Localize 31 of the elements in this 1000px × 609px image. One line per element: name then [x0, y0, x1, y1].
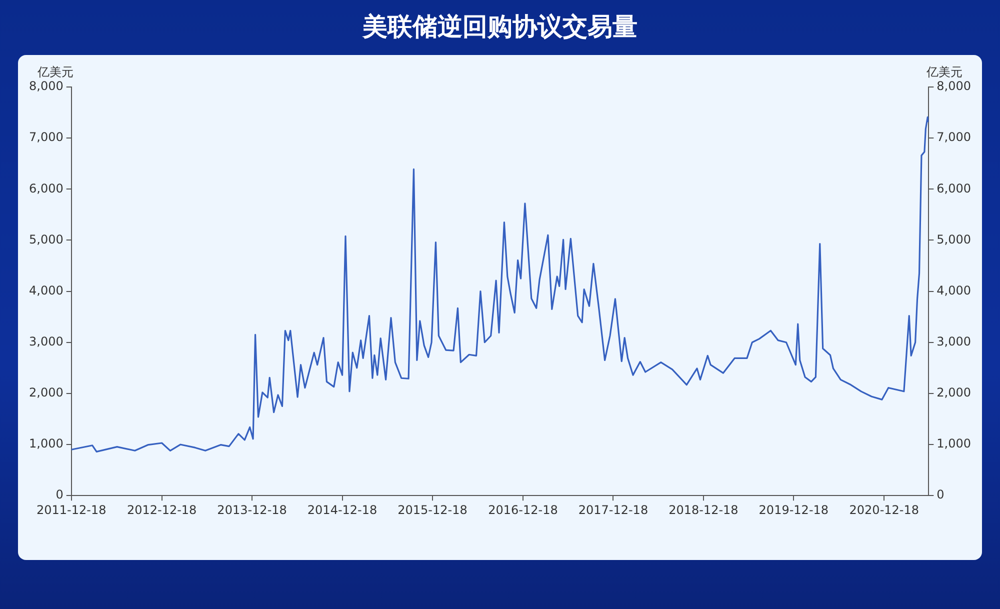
x-tick-label: 2017-12-18 [578, 502, 648, 517]
y2-axis-title: 亿美元 [926, 65, 963, 80]
x-tick-label: 2014-12-18 [307, 502, 378, 517]
y-tick-label: 5,000 [28, 232, 64, 246]
y2-tick-label: 1,000 [936, 436, 972, 451]
x-tick-label: 2015-12-18 [398, 502, 468, 517]
x-tick-label: 2019-12-18 [758, 502, 829, 517]
x-tick-label: 2020-12-18 [849, 502, 920, 517]
y2-tick-label: 7,000 [936, 130, 972, 144]
y2-tick-label: 4,000 [936, 283, 972, 298]
x-tick-label: 2016-12-18 [488, 502, 558, 517]
y2-tick-label: 8,000 [936, 79, 972, 94]
y-tick-label: 2,000 [28, 386, 64, 400]
y-tick-label: 8,000 [28, 79, 64, 94]
y-tick-label: 1,000 [28, 436, 64, 451]
y2-tick-label: 6,000 [936, 181, 972, 196]
x-tick-label: 2011-12-18 [36, 502, 106, 517]
y2-tick-label: 5,000 [936, 232, 972, 246]
y-tick-label: 3,000 [28, 334, 64, 348]
y-tick-label: 4,000 [28, 283, 64, 298]
x-tick-label: 2012-12-18 [126, 502, 197, 517]
y-tick-label: 6,000 [28, 181, 64, 196]
y-tick-label: 0 [56, 488, 64, 502]
y2-tick-label: 2,000 [936, 386, 972, 400]
x-tick-label: 2018-12-18 [668, 502, 738, 517]
y2-tick-label: 3,000 [936, 334, 972, 348]
y-axis-title: 亿美元 [36, 65, 74, 80]
chart-title: 美联储逆回购协议交易量 [361, 11, 638, 43]
x-tick-label: 2013-12-18 [217, 502, 287, 517]
y-tick-label: 7,000 [28, 130, 64, 144]
y2-tick-label: 0 [936, 488, 944, 502]
